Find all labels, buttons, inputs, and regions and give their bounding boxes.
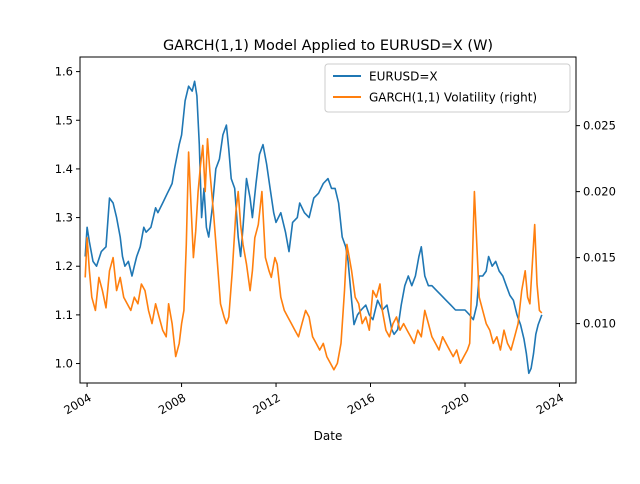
- y2-tick-label: 0.010: [583, 317, 616, 331]
- y-axis-left: 1.0 1.1 1.2 1.3 1.4 1.5 1.6: [55, 65, 80, 371]
- series-line-1: [84, 138, 543, 371]
- legend-label-garch: GARCH(1,1) Volatility (right): [369, 91, 537, 105]
- chart-title: GARCH(1,1) Model Applied to EURUSD=X (W): [163, 38, 493, 54]
- y-tick-label: 1.1: [55, 308, 73, 322]
- x-axis-label: Date: [314, 429, 343, 443]
- y2-tick-label: 0.020: [583, 185, 616, 199]
- legend-box: [324, 63, 571, 113]
- legend-label-eurusd: EURUSD=X: [369, 70, 438, 84]
- y-tick-label: 1.6: [55, 65, 73, 79]
- y-tick-label: 1.0: [55, 357, 73, 371]
- series-layer: [84, 80, 543, 375]
- y2-tick-label: 0.025: [583, 119, 616, 133]
- y-tick-label: 1.4: [55, 162, 73, 176]
- legend: EURUSD=X GARCH(1,1) Volatility (right): [324, 63, 571, 113]
- plot-area: [79, 56, 577, 384]
- series-line-0: [84, 80, 543, 375]
- y-tick-label: 1.5: [55, 113, 73, 127]
- y-tick-label: 1.3: [55, 211, 73, 225]
- y2-tick-label: 0.015: [583, 251, 616, 265]
- y-tick-label: 1.2: [55, 259, 73, 273]
- y-axis-right: 0.010 0.015 0.020 0.025: [576, 119, 616, 331]
